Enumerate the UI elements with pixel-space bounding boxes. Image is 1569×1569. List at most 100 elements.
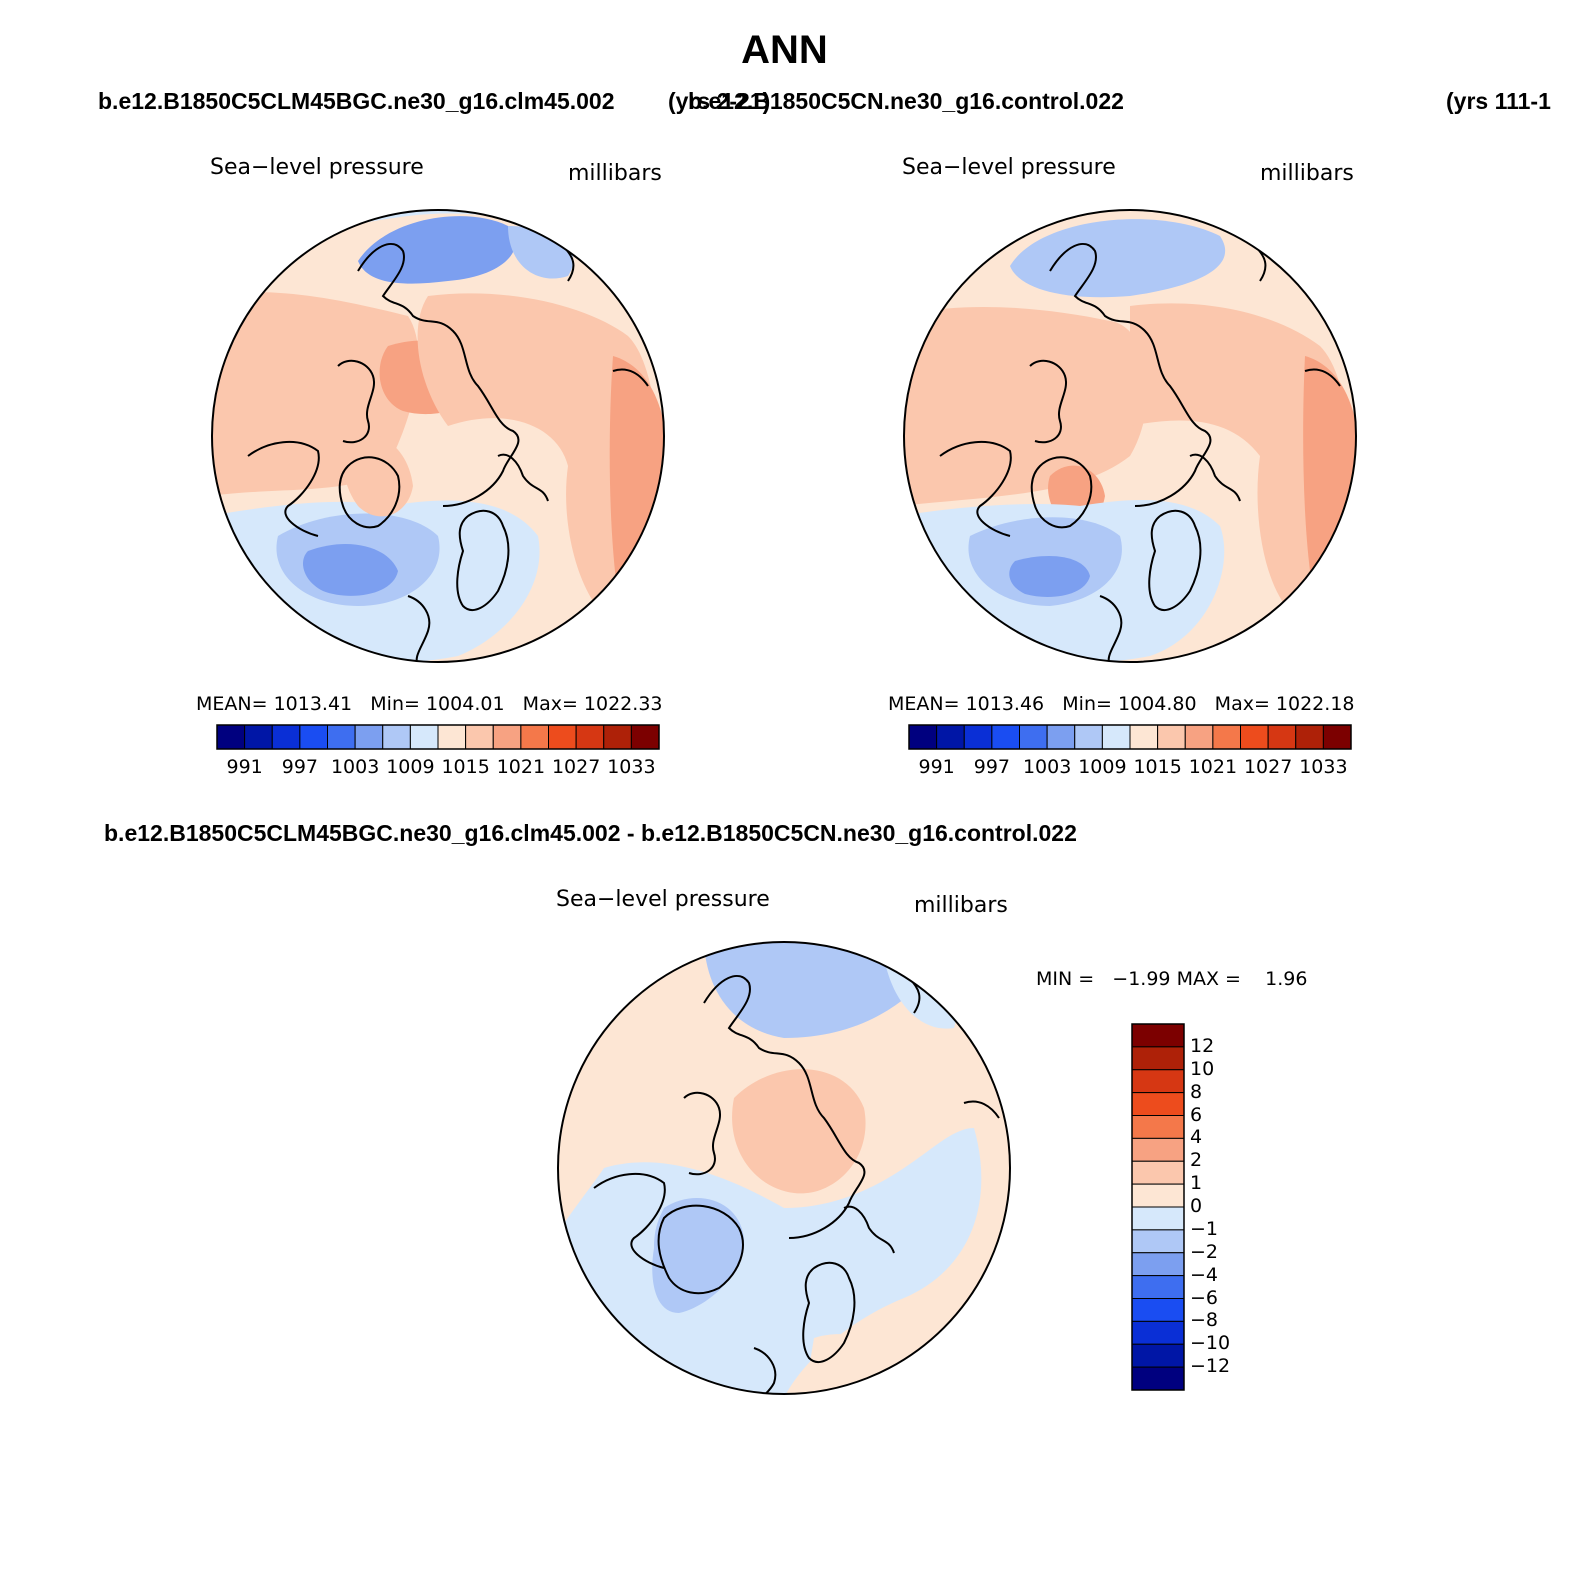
panel3-colorbar-tick-label: 12 <box>1190 1034 1215 1057</box>
panel3-colorbar <box>1131 1023 1185 1391</box>
panel3-colorbar-tick-label: −4 <box>1190 1263 1219 1286</box>
panel3-colorbar-box-14 <box>1131 1343 1185 1368</box>
panel3-coastlines <box>593 974 1000 1394</box>
panel3-colorbar-box-10 <box>1131 1252 1185 1277</box>
panel3-colorbar-box-15 <box>1131 1366 1185 1391</box>
panel2-colorbar-tick-label: 991 <box>918 756 955 778</box>
panel1-colorbar-box-10 <box>492 724 522 750</box>
panel3-colorbar-tick-label: −8 <box>1190 1309 1219 1332</box>
panel1-colorbar-box-8 <box>437 724 467 750</box>
panel2-stats: MEAN= 1013.46 Min= 1004.80 Max= 1022.18 <box>888 693 1355 715</box>
panel1-map-border <box>211 209 665 663</box>
panel2-mean-value: 1013.46 <box>965 693 1045 715</box>
panel1-colorbar-box-14 <box>603 724 632 750</box>
panel3-colorbar-box-5 <box>1131 1137 1185 1162</box>
panel1-colorbar-box-0 <box>216 724 246 750</box>
panel3-colorbar-box-3 <box>1131 1092 1185 1116</box>
panel1-colorbar-tick-label: 1021 <box>496 756 546 778</box>
panel3-map <box>557 941 1011 1395</box>
panel1-colorbar-ticks: 991 997 1003 1009 1015 1021 1027 1033 <box>217 756 659 780</box>
panel1-colorbar <box>216 724 660 750</box>
panel2-colorbar-box-14 <box>1295 724 1324 750</box>
panel1-coastlines <box>247 242 649 662</box>
panel3-colorbar-tick-label: 1 <box>1190 1172 1203 1195</box>
panel3-colorbar-tick-label: −10 <box>1190 1332 1231 1355</box>
panel3-colorbar-box-6 <box>1131 1160 1185 1185</box>
panel3-colorbar-tick-label: 0 <box>1190 1195 1203 1217</box>
panel3-max-label: MAX = <box>1176 968 1241 990</box>
panel1-units: millibars <box>568 161 662 186</box>
panel1-colorbar-box-9 <box>465 724 494 750</box>
panel3-stats: MIN = −1.99 MAX = 1.96 <box>1036 968 1307 990</box>
panel2-coastlines <box>939 242 1341 662</box>
panel2-colorbar-box-12 <box>1240 724 1269 750</box>
panel3-max-value: 1.96 <box>1265 968 1308 990</box>
panel3-colorbar-tick-label: −6 <box>1190 1286 1219 1309</box>
panel2-colorbar-tick-label: 997 <box>973 756 1010 778</box>
panel2-colorbar-tick-label: 1033 <box>1299 756 1348 778</box>
panel3-colorbar-tick-label: 8 <box>1190 1080 1203 1103</box>
panel2-colorbar-box-2 <box>963 724 993 750</box>
panel3-min-label: MIN = <box>1036 968 1095 990</box>
panel3-colorbar-tick-label: 4 <box>1190 1126 1203 1149</box>
panel3-colorbar-tick-label: −1 <box>1190 1217 1219 1240</box>
panel3-contour-neg-atlantic <box>558 1128 982 1394</box>
panel1-case-name: b.e12.B1850C5CLM45BGC.ne30_g16.clm45.002 <box>98 88 615 114</box>
panel3-colorbar-box-1 <box>1131 1046 1185 1071</box>
panel2-colorbar-box-3 <box>991 724 1020 750</box>
panel1-colorbar-box-3 <box>299 724 328 750</box>
panel1-contour-low-north-core <box>358 216 516 284</box>
panel1-stats: MEAN= 1013.41 Min= 1004.01 Max= 1022.33 <box>196 693 663 715</box>
panel3-contour-pos-central <box>732 1069 866 1194</box>
panel2-contour-low-icelandic <box>1009 556 1090 597</box>
panel1-colorbar-tick-label: 1003 <box>330 756 380 778</box>
panel1-mean-label: MEAN= <box>196 693 268 715</box>
panel2-colorbar-box-6 <box>1074 724 1103 750</box>
panel3-colorbar-box-0 <box>1131 1023 1185 1048</box>
panel1-years: (yrs 2-21) <box>668 88 771 114</box>
panel2-colorbar-box-11 <box>1212 724 1241 750</box>
panel2-colorbar-box-1 <box>936 724 965 750</box>
panel3-colorbar-ticks: 12 10 8 6 4 2 1 0 −1 −2 −4 −6 −8 −10 −12 <box>1190 1024 1250 1390</box>
panel3-colorbar-tick-label: 2 <box>1190 1149 1203 1172</box>
panel3-colorbar-box-8 <box>1131 1206 1185 1231</box>
panel2-map-border <box>903 209 1357 663</box>
panel1-contour-greenland <box>342 433 413 517</box>
panel1-max-value: 1022.33 <box>583 693 663 715</box>
panel2-units: millibars <box>1260 161 1354 186</box>
panel1-contour-high-east <box>417 293 658 626</box>
panel2-colorbar-box-10 <box>1184 724 1214 750</box>
panel3-contour-neg-north <box>704 942 934 1038</box>
panel2-min-value: 1004.80 <box>1117 693 1197 715</box>
panel3-colorbar-box-12 <box>1131 1298 1185 1322</box>
panel1-colorbar-tick-label: 1033 <box>607 756 656 778</box>
panel2-colorbar <box>908 724 1352 750</box>
panel1-colorbar-tick-label: 1009 <box>386 756 435 778</box>
panel1-colorbar-box-5 <box>354 724 384 750</box>
panel2-colorbar-box-7 <box>1101 724 1131 750</box>
panel1-colorbar-box-13 <box>575 724 605 750</box>
panel1-colorbar-tick-label: 991 <box>226 756 263 778</box>
panel1-colorbar-box-1 <box>244 724 273 750</box>
panel3-colorbar-box-7 <box>1131 1183 1185 1208</box>
panel1-variable: Sea−level pressure <box>210 155 424 180</box>
panel1-min-value: 1004.01 <box>425 693 505 715</box>
panel1-colorbar-box-7 <box>409 724 439 750</box>
panel3-colorbar-box-4 <box>1131 1115 1185 1139</box>
panel1-colorbar-tick-label: 1015 <box>441 756 490 778</box>
panel2-years: (yrs 111-1 <box>1446 88 1551 114</box>
panel3-min-value: −1.99 <box>1112 968 1171 990</box>
panel2-mean-label: MEAN= <box>888 693 960 715</box>
panel2-colorbar-ticks: 991 997 1003 1009 1015 1021 1027 1033 <box>909 756 1351 780</box>
panel1-colorbar-tick-label: 1027 <box>551 756 601 778</box>
panel2-contour-low-north-core <box>1010 219 1226 298</box>
panel2-colorbar-tick-label: 1027 <box>1243 756 1293 778</box>
panel2-map <box>903 209 1357 663</box>
panel2-colorbar-tick-label: 1009 <box>1078 756 1127 778</box>
panel1-colorbar-box-6 <box>382 724 411 750</box>
panel1-colorbar-box-11 <box>520 724 549 750</box>
panel3-case-name: b.e12.B1850C5CLM45BGC.ne30_g16.clm45.002… <box>104 820 1077 846</box>
panel2-colorbar-box-9 <box>1157 724 1186 750</box>
panel3-colorbar-tick-label: −2 <box>1190 1240 1219 1263</box>
panel1-colorbar-box-12 <box>548 724 577 750</box>
